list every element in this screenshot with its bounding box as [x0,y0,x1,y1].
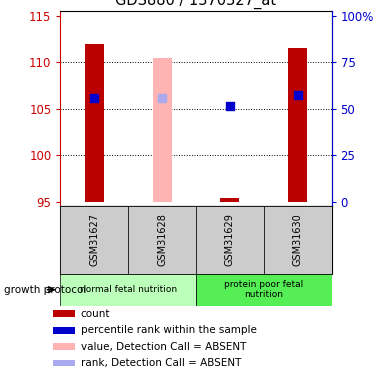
Text: count: count [81,309,110,319]
Bar [288,48,307,202]
Text: rank, Detection Call = ABSENT: rank, Detection Call = ABSENT [81,358,241,368]
Point [91,94,98,100]
Point [294,92,301,98]
Text: GSM31628: GSM31628 [157,214,167,266]
Text: GSM31630: GSM31630 [292,214,303,266]
Title: GDS880 / 1370327_at: GDS880 / 1370327_at [115,0,277,9]
Text: GSM31627: GSM31627 [89,213,99,267]
Bar [53,310,75,317]
Text: GSM31629: GSM31629 [225,214,235,266]
Bar [220,198,239,202]
Bar [196,206,264,274]
Bar [60,206,128,274]
Bar [53,360,75,366]
Point [227,103,233,109]
Bar [196,274,332,306]
Bar [264,206,332,274]
Bar [85,44,104,202]
Bar [53,343,75,350]
Bar [128,206,196,274]
Text: value, Detection Call = ABSENT: value, Detection Call = ABSENT [81,342,246,352]
Text: percentile rank within the sample: percentile rank within the sample [81,325,257,335]
Bar [152,58,172,202]
Bar [53,327,75,334]
Text: protein poor fetal
nutrition: protein poor fetal nutrition [224,280,303,299]
Point [159,94,165,100]
Bar [60,274,196,306]
Text: normal fetal nutrition: normal fetal nutrition [80,285,177,294]
Text: growth protocol: growth protocol [4,285,86,295]
